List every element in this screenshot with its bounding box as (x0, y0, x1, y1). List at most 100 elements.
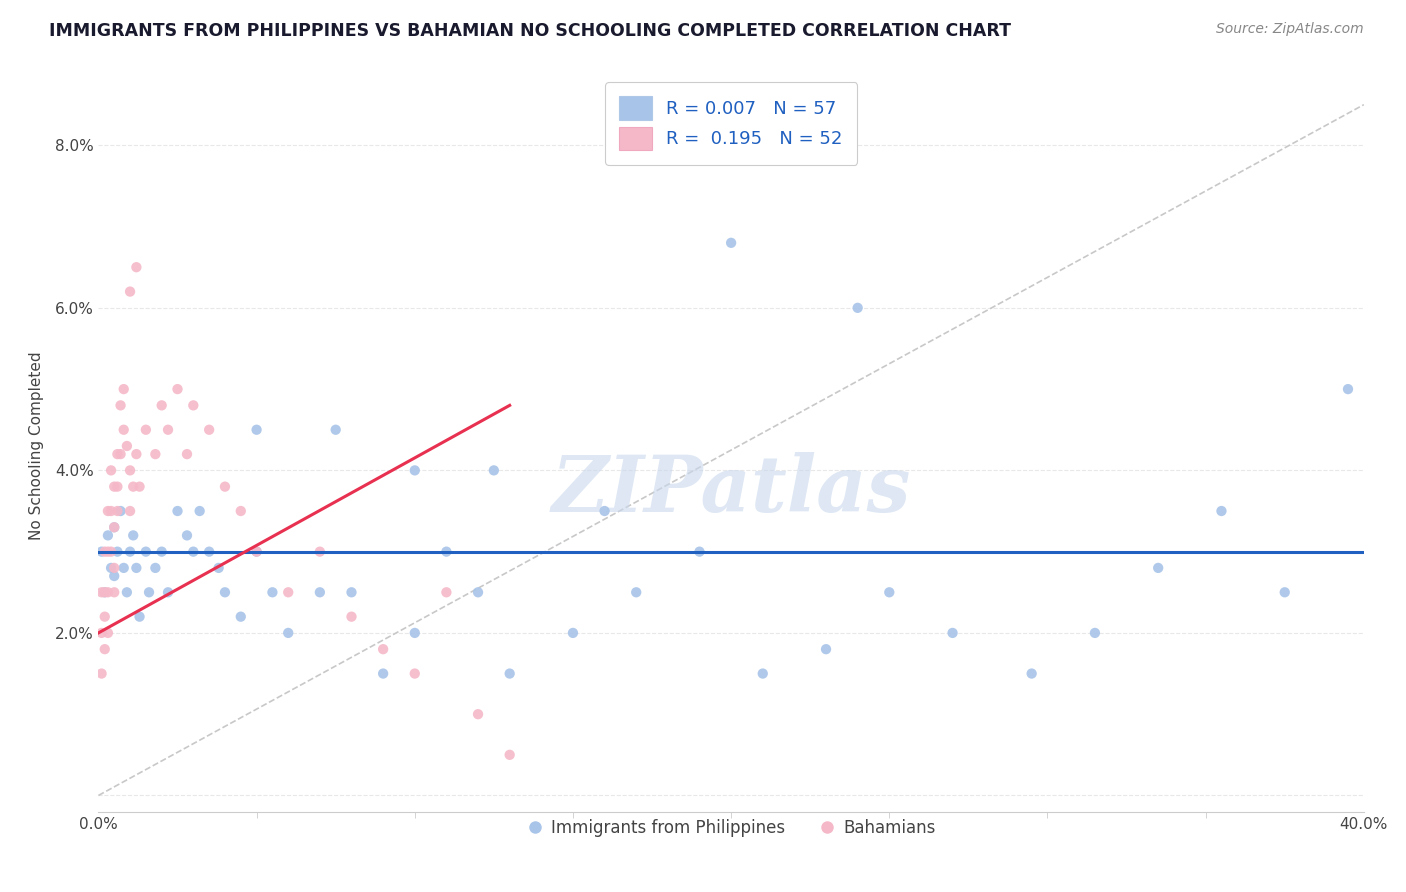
Point (1084, 626, 1107, 640)
Point (482, 463, 505, 477)
Point (188, 504, 211, 518)
Point (877, 585, 900, 599)
Point (122, 528, 145, 542)
Point (150, 544, 173, 558)
Point (561, 626, 585, 640)
Point (166, 504, 188, 518)
Point (246, 423, 269, 437)
Point (125, 447, 148, 461)
Point (115, 585, 138, 599)
Point (214, 585, 236, 599)
Point (90, 585, 112, 599)
Point (112, 561, 135, 575)
Point (436, 544, 458, 558)
Point (309, 585, 332, 599)
Point (125, 260, 148, 275)
Point (97, 528, 120, 542)
Point (103, 585, 125, 599)
Point (498, 747, 520, 762)
Point (688, 544, 710, 558)
Point (107, 480, 129, 494)
Text: IMMIGRANTS FROM PHILIPPINES VS BAHAMIAN NO SCHOOLING COMPLETED CORRELATION CHART: IMMIGRANTS FROM PHILIPPINES VS BAHAMIAN … (49, 22, 1011, 40)
Point (100, 544, 122, 558)
Point (846, 301, 869, 315)
Point (125, 561, 148, 575)
Point (145, 447, 166, 461)
Point (277, 626, 299, 640)
Point (208, 561, 231, 575)
Point (325, 423, 347, 437)
Point (115, 439, 138, 453)
Point (100, 463, 122, 477)
Point (90, 544, 112, 558)
Point (1274, 585, 1296, 599)
Point (309, 544, 332, 558)
Point (120, 285, 141, 299)
Point (1147, 561, 1170, 575)
Point (120, 544, 141, 558)
Point (145, 561, 166, 575)
Point (246, 544, 269, 558)
Point (90, 666, 112, 681)
Point (720, 235, 742, 250)
Point (404, 626, 426, 640)
Point (100, 561, 122, 575)
Point (135, 544, 157, 558)
Point (97, 626, 120, 640)
Point (135, 423, 157, 437)
Point (122, 480, 145, 494)
Point (814, 642, 837, 657)
Point (103, 569, 125, 583)
Point (467, 707, 489, 722)
Point (112, 382, 135, 396)
Point (97, 585, 120, 599)
Point (97, 544, 120, 558)
Point (100, 504, 122, 518)
Legend: Immigrants from Philippines, Bahamians: Immigrants from Philippines, Bahamians (520, 813, 942, 844)
Point (229, 504, 252, 518)
Point (93, 585, 117, 599)
Point (103, 480, 125, 494)
Text: Source: ZipAtlas.com: Source: ZipAtlas.com (1216, 22, 1364, 37)
Point (120, 463, 141, 477)
Point (112, 423, 135, 437)
Point (371, 642, 394, 657)
Point (198, 423, 221, 437)
Point (110, 504, 132, 518)
Point (107, 504, 129, 518)
Point (157, 585, 180, 599)
Point (340, 585, 363, 599)
Point (107, 544, 129, 558)
Point (214, 480, 236, 494)
Y-axis label: No Schooling Completed: No Schooling Completed (28, 351, 44, 541)
Point (942, 626, 965, 640)
Point (90, 626, 112, 640)
Point (183, 544, 205, 558)
Point (436, 585, 458, 599)
Point (107, 447, 129, 461)
Point (371, 666, 394, 681)
Point (498, 666, 520, 681)
Point (150, 398, 173, 412)
Point (183, 398, 205, 412)
Point (103, 520, 125, 534)
Point (751, 666, 773, 681)
Point (110, 398, 132, 412)
Point (198, 544, 221, 558)
Point (624, 585, 647, 599)
Point (128, 609, 150, 624)
Point (128, 480, 150, 494)
Point (229, 609, 252, 624)
Point (404, 666, 426, 681)
Text: ZIPatlas: ZIPatlas (551, 451, 911, 528)
Point (1211, 504, 1233, 518)
Point (103, 561, 125, 575)
Point (467, 585, 489, 599)
Point (120, 504, 141, 518)
Point (93, 544, 117, 558)
Point (176, 447, 198, 461)
Point (1021, 666, 1043, 681)
Point (138, 585, 160, 599)
Point (246, 544, 269, 558)
Point (103, 520, 125, 534)
